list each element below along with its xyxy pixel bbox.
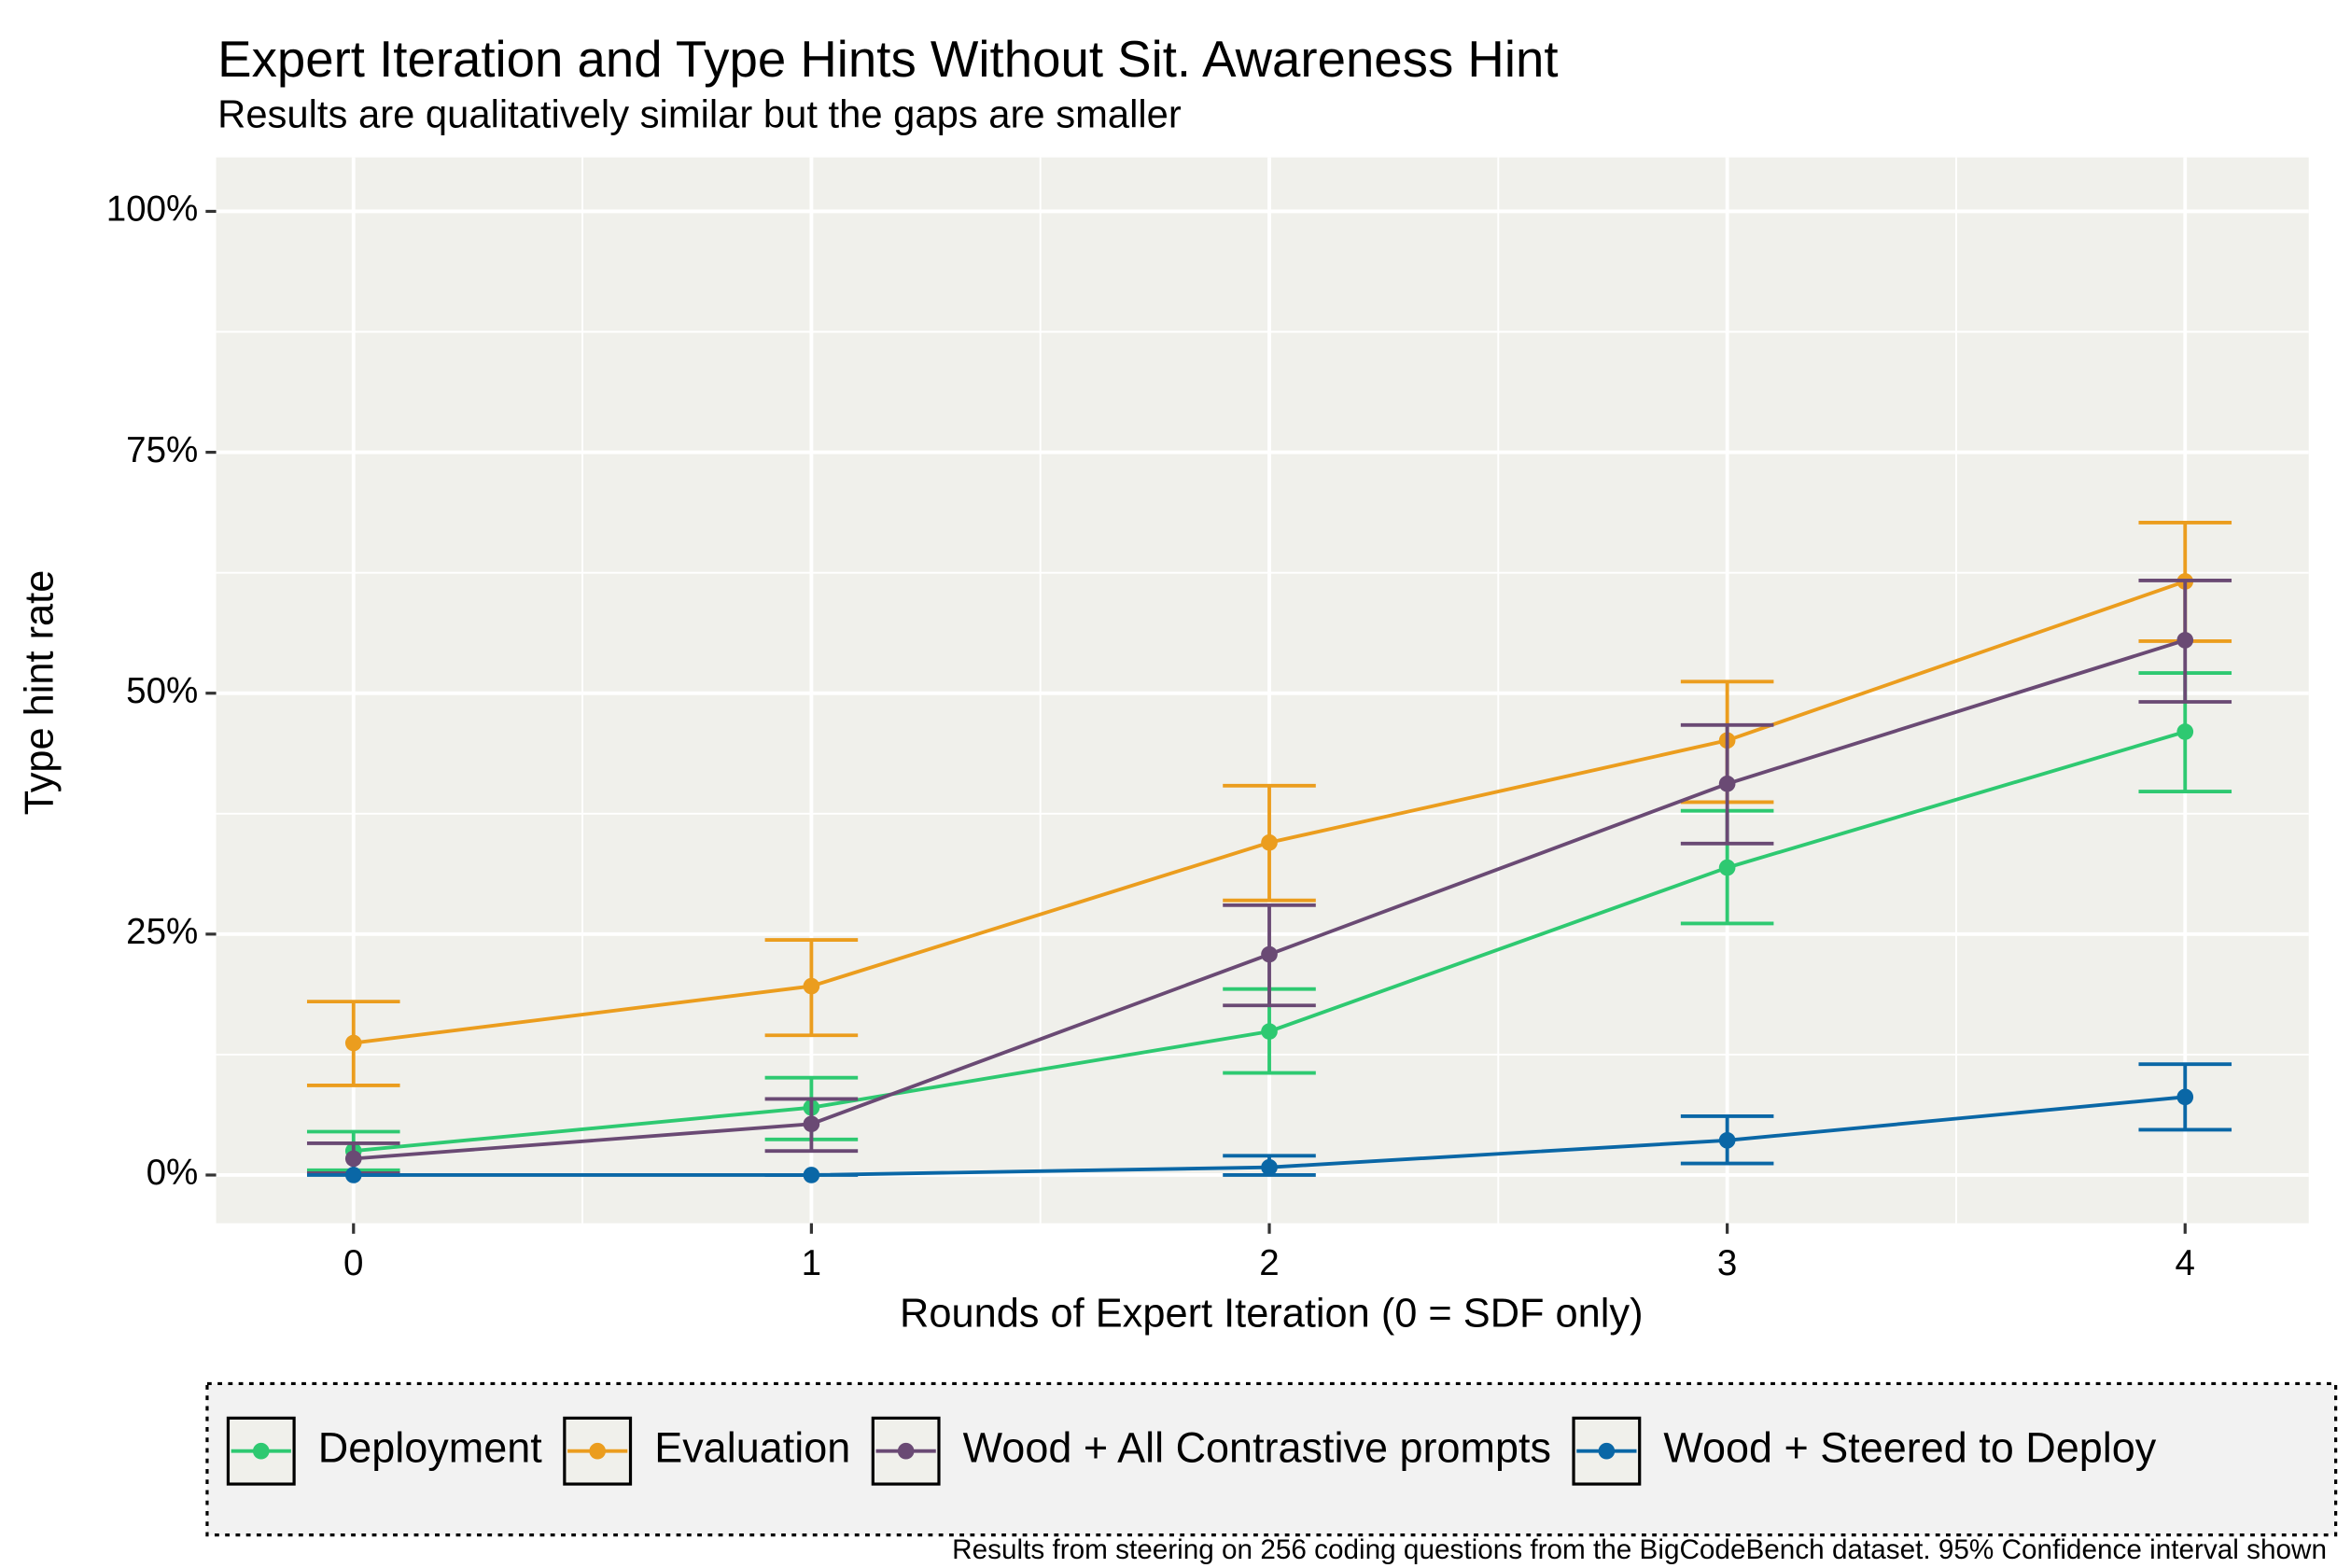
- plot-panel: [216, 157, 2309, 1224]
- point: [1718, 859, 1736, 876]
- legend-box: [205, 1381, 2338, 1537]
- point: [344, 1034, 362, 1052]
- legend-key-point: [1598, 1442, 1616, 1460]
- x-tick-label: 1: [802, 1243, 821, 1283]
- point: [1261, 1023, 1278, 1040]
- point: [1261, 1158, 1278, 1176]
- point: [344, 1167, 362, 1183]
- y-tick-label: 100%: [106, 189, 199, 230]
- grid: 0% 25% 50% 75% 100% 0 1 2 3 4: [106, 157, 2309, 1283]
- point: [1261, 833, 1278, 851]
- marks: [306, 521, 2232, 1183]
- point: [2176, 1088, 2194, 1106]
- point: [344, 1150, 362, 1168]
- point: [803, 1115, 820, 1133]
- legend-label: Wood + Steered to Deploy: [1663, 1424, 2156, 1472]
- x-tick-label: 3: [1717, 1243, 1737, 1283]
- chart-title: Expert Iteration and Type Hints Without …: [217, 31, 1558, 88]
- y-tick-label: 25%: [126, 912, 198, 952]
- legend-label: Wood + All Contrastive prompts: [963, 1424, 1551, 1472]
- legend-key-point: [589, 1442, 607, 1460]
- legend-label: Evaluation: [654, 1424, 850, 1472]
- legend-label: Deployment: [318, 1424, 542, 1472]
- x-tick-label: 4: [2176, 1243, 2195, 1283]
- y-axis-title: Type hint rate: [18, 570, 63, 816]
- y-tick-label: 0%: [147, 1153, 199, 1193]
- x-axis-title: Rounds of Expert Iteration (0 = SDF only…: [900, 1292, 1644, 1337]
- legend: Deployment Evaluation Wood + All Contrasti…: [226, 1416, 2157, 1486]
- chart-subtitle: Results are qualitatively similar but th…: [217, 91, 1182, 135]
- point: [2176, 632, 2194, 649]
- caption: Results from steering on 256 coding ques…: [952, 1534, 2327, 1565]
- point: [2176, 723, 2194, 740]
- x-tick-label: 0: [343, 1243, 363, 1283]
- point: [1718, 1131, 1736, 1149]
- point: [803, 977, 820, 995]
- y-tick-label: 75%: [126, 430, 198, 470]
- x-tick-label: 2: [1259, 1243, 1279, 1283]
- legend-key-point: [252, 1442, 270, 1460]
- y-tick-label: 50%: [126, 671, 198, 711]
- point: [803, 1167, 820, 1183]
- point: [1261, 945, 1278, 963]
- point: [1718, 775, 1736, 792]
- legend-key-point: [897, 1442, 915, 1460]
